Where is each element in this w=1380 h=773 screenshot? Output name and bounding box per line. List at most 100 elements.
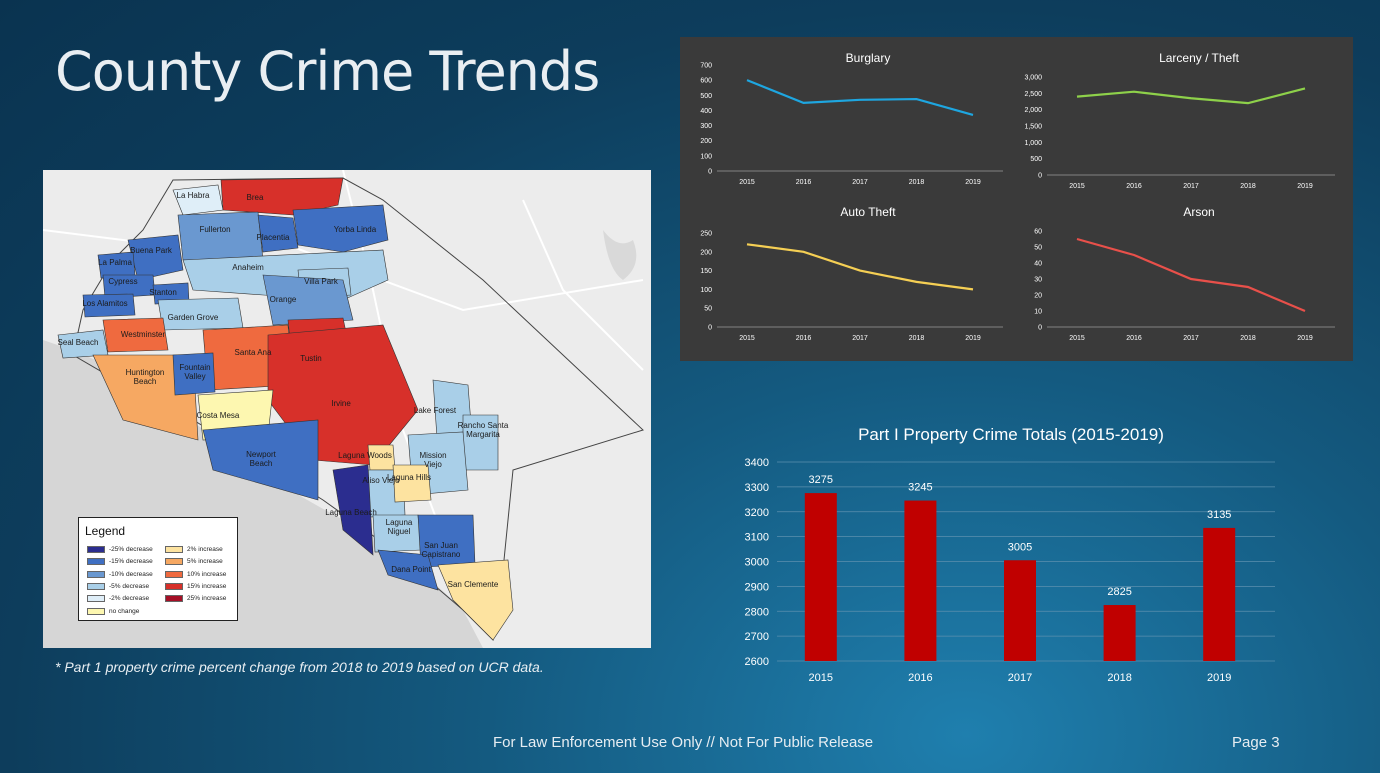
y-tick-label: 700 [700,63,712,70]
city-label: Tustin [300,354,322,363]
x-tick-label: 2019 [1297,183,1313,190]
y-tick-label: 2,500 [1024,91,1042,98]
y-tick-label: 60 [1034,229,1042,236]
line-series [746,79,974,117]
city-label: Laguna Beach [325,508,377,517]
legend-title: Legend [85,524,126,538]
property-crime-bar-chart: Part I Property Crime Totals (2015-2019)… [735,415,1295,695]
x-tick-label: 2017 [852,335,868,342]
city-label: La Palma [98,258,132,267]
page-number: Page 3 [1232,734,1280,751]
city-huntington-beach [92,354,199,441]
city-label: Orange [270,295,297,304]
city-label: Garden Grove [168,313,219,322]
city-label: Mission Viejo [419,451,446,469]
x-tick-label: 2016 [1126,335,1142,342]
slide-title: County Crime Trends [55,40,600,103]
line-chart-title: Larceny / Theft [1159,51,1239,65]
legend-label: -2% decrease [109,595,150,603]
city-label: Laguna Woods [338,451,392,460]
x-tick-label: 2015 [739,179,755,186]
y-tick-label: 30 [1034,277,1042,284]
city-label: Irvine [331,399,351,408]
legend-item: 2% increase [165,546,223,553]
bar [1203,527,1236,661]
y-tick-label: 3300 [745,482,769,494]
city-label: Buena Park [130,246,173,255]
legend-swatch [165,595,183,603]
legend-label: -15% decrease [109,558,153,566]
legend-label: 10% increase [187,570,227,578]
city-label: Westminster [121,330,166,339]
y-tick-label: 150 [700,268,712,275]
y-tick-label: 2600 [745,656,769,668]
bar-value-label: 3005 [1008,541,1032,553]
x-tick-label: 2017 [1183,183,1199,190]
y-tick-label: 1,000 [1024,140,1042,147]
bar-chart-canvas: Part I Property Crime Totals (2015-2019)… [745,425,1275,684]
city-label: Santa Ana [235,348,272,357]
y-tick-label: 400 [700,108,712,115]
city-label: Laguna Hills [387,473,431,482]
legend-label: -25% decrease [109,546,153,554]
y-tick-label: 3100 [745,532,769,544]
x-tick-label: 2017 [1008,672,1032,684]
line-chart-3: Auto Theft 0 50 100 150 200 250 2015 2016 2017 201… [700,205,1003,342]
city-label: Lake Forest [414,406,457,415]
city-label: Los Alamitos [82,299,127,308]
x-tick-label: 2016 [796,179,812,186]
bar [1103,605,1136,661]
legend-label: 5% increase [187,558,223,566]
legend-swatch [87,546,105,553]
city-laguna-hills [392,464,432,503]
y-tick-label: 200 [700,249,712,256]
crime-change-map: La Habra Brea Fullerton Placentia Yorba Lind… [43,170,651,648]
city-yorba-linda [292,204,389,253]
legend-swatch [87,607,105,615]
city-label: Fountain Valley [179,363,210,381]
legend-label: no change [109,607,140,615]
city-newport-beach [202,419,319,501]
city-laguna-beach [332,464,374,556]
legend-swatch [87,582,105,590]
legend-item: -5% decrease [87,582,150,591]
legend-swatch [87,570,105,578]
city-label: San Clemente [448,580,499,589]
city-polygons [57,177,514,641]
y-tick-label: 250 [700,231,712,238]
legend-item: -15% decrease [87,558,153,566]
line-series [1076,87,1306,105]
city-westminster [102,317,169,353]
legend-swatch [165,570,183,578]
y-tick-label: 2700 [745,631,769,643]
city-fountain-valley [172,352,216,396]
line-series [746,243,974,291]
y-tick-label: 200 [700,138,712,145]
y-tick-label: 50 [704,306,712,313]
y-tick-label: 3,000 [1024,75,1042,82]
y-tick-label: 1,500 [1024,124,1042,131]
city-label: Stanton [149,288,177,297]
city-label: San Juan Capistrano [422,541,461,559]
y-tick-label: 20 [1034,293,1042,300]
legend-label: -5% decrease [109,583,150,591]
city-label: Villa Park [304,277,339,286]
x-tick-label: 2019 [1297,335,1313,342]
x-tick-label: 2015 [1069,183,1085,190]
bar [804,493,837,661]
legend-swatch [165,546,183,553]
y-tick-label: 3200 [745,507,769,519]
x-tick-label: 2018 [1240,183,1256,190]
x-tick-label: 2019 [1207,672,1231,684]
legend-item: -10% decrease [87,570,153,578]
legend-swatch [165,558,183,566]
y-tick-label: 600 [700,78,712,85]
line-chart-title: Auto Theft [840,205,896,219]
x-tick-label: 2017 [1183,335,1199,342]
lake-shape [603,230,637,280]
line-chart-4: Arson 0 10 20 30 40 50 60 2015 2016 2017 2018 2019 [1034,205,1335,342]
city-label: Seal Beach [58,338,99,347]
legend-label: 25% increase [187,595,227,603]
city-placentia [257,214,299,253]
